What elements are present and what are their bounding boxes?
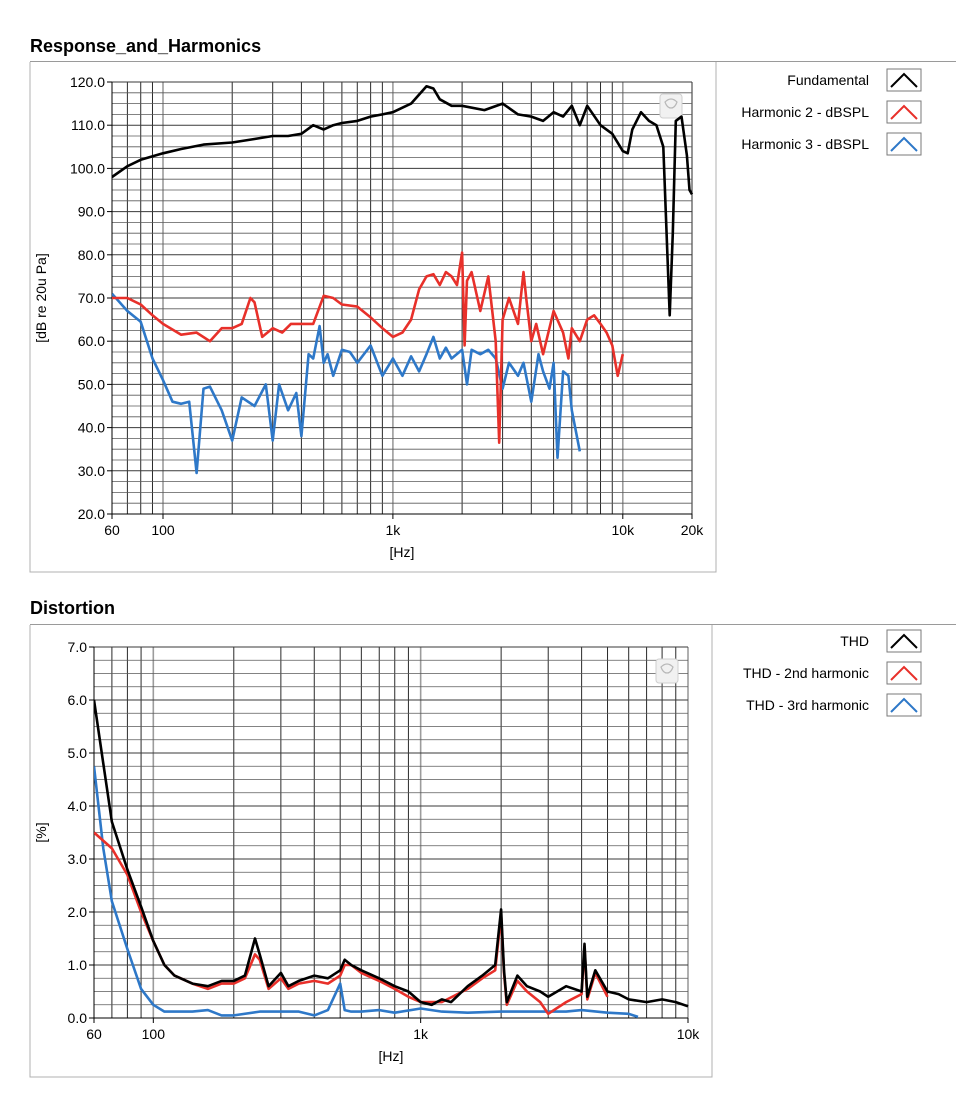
y-tick-label: 110.0 xyxy=(71,117,105,133)
distortion-chart: 7.0 6.0 5.0 4.0 3.0 2.0 1.0 0.060 100 1k 10k [Hz] [%… xyxy=(29,625,922,1078)
y-tick-label: 5.0 xyxy=(68,745,88,761)
y-tick-label: 30.0 xyxy=(78,463,105,479)
y-tick-label: 60.0 xyxy=(78,333,105,349)
legend-swatch[interactable] xyxy=(886,100,922,124)
y-tick-label: 100.0 xyxy=(70,160,105,176)
series-line xyxy=(112,85,694,317)
legend-swatch[interactable] xyxy=(886,132,922,156)
series-line xyxy=(94,699,689,1008)
plot-tool-icon[interactable] xyxy=(655,658,679,684)
legend-label: THD - 2nd harmonic xyxy=(743,665,869,681)
x-tick-label: 60 xyxy=(86,1026,102,1042)
x-tick-label: 100 xyxy=(151,522,175,538)
series-line xyxy=(112,292,582,475)
y-tick-label: 7.0 xyxy=(68,639,88,655)
plot-frame xyxy=(29,62,717,573)
grid xyxy=(111,81,693,515)
chart-title: Response_and_Harmonics xyxy=(30,36,262,56)
series-line xyxy=(112,251,625,444)
y-axis-label: [dB re 20u Pa] xyxy=(33,253,49,343)
y-tick-label: 50.0 xyxy=(78,376,105,392)
plot-frame xyxy=(29,625,713,1078)
x-tick-label: 60 xyxy=(104,522,120,538)
x-axis-label: [Hz] xyxy=(379,1048,404,1064)
y-tick-label: 0.0 xyxy=(68,1010,88,1026)
x-axis-label: [Hz] xyxy=(390,544,415,560)
y-tick-label: 90.0 xyxy=(78,204,105,220)
response-panel: Response_and_Harmonics 120.0 110.0 100.0 90… xyxy=(29,36,956,573)
y-tick-label: 20.0 xyxy=(78,506,105,522)
y-tick-label: 2.0 xyxy=(68,904,88,920)
x-tick-label: 1k xyxy=(385,522,401,538)
y-tick-label: 40.0 xyxy=(78,420,105,436)
y-tick-label: 80.0 xyxy=(78,247,105,263)
y-tick-label: 6.0 xyxy=(68,692,88,708)
chart-title: Distortion xyxy=(30,598,115,618)
legend-swatch[interactable] xyxy=(886,629,922,653)
legend-label: THD xyxy=(840,633,869,649)
title-divider xyxy=(30,61,956,62)
x-tick-label: 20k xyxy=(681,522,705,538)
legend-swatch[interactable] xyxy=(886,661,922,685)
x-tick-label: 10k xyxy=(612,522,636,538)
y-tick-label: 3.0 xyxy=(68,851,88,867)
response-chart: 120.0 110.0 100.0 90.0 80.0 70.0 60.0 50.0 40.0 3… xyxy=(29,62,922,573)
y-tick-label: 1.0 xyxy=(68,957,88,973)
y-tick-label: 70.0 xyxy=(78,290,105,306)
y-tick-label: 4.0 xyxy=(68,798,88,814)
legend-label: THD - 3rd harmonic xyxy=(746,697,869,713)
legend-swatch[interactable] xyxy=(886,68,922,92)
x-tick-label: 100 xyxy=(142,1026,166,1042)
plot-tool-icon[interactable] xyxy=(659,93,683,119)
grid xyxy=(93,646,689,1019)
distortion-panel: Distortion 7.0 6.0 5.0 4.0 3.0 2.0 1.0 0.0 60 100… xyxy=(0,580,956,1093)
legend-swatch[interactable] xyxy=(886,693,922,717)
legend-label: Harmonic 3 - dBSPL xyxy=(741,136,869,152)
x-tick-label: 10k xyxy=(677,1026,701,1042)
legend-label: Harmonic 2 - dBSPL xyxy=(741,104,869,120)
title-divider xyxy=(30,624,956,625)
x-tick-label: 1k xyxy=(413,1026,429,1042)
y-tick-label: 120.0 xyxy=(70,74,105,90)
series-line xyxy=(94,766,639,1019)
y-axis-label: [%] xyxy=(33,822,49,842)
legend-label: Fundamental xyxy=(787,72,869,88)
